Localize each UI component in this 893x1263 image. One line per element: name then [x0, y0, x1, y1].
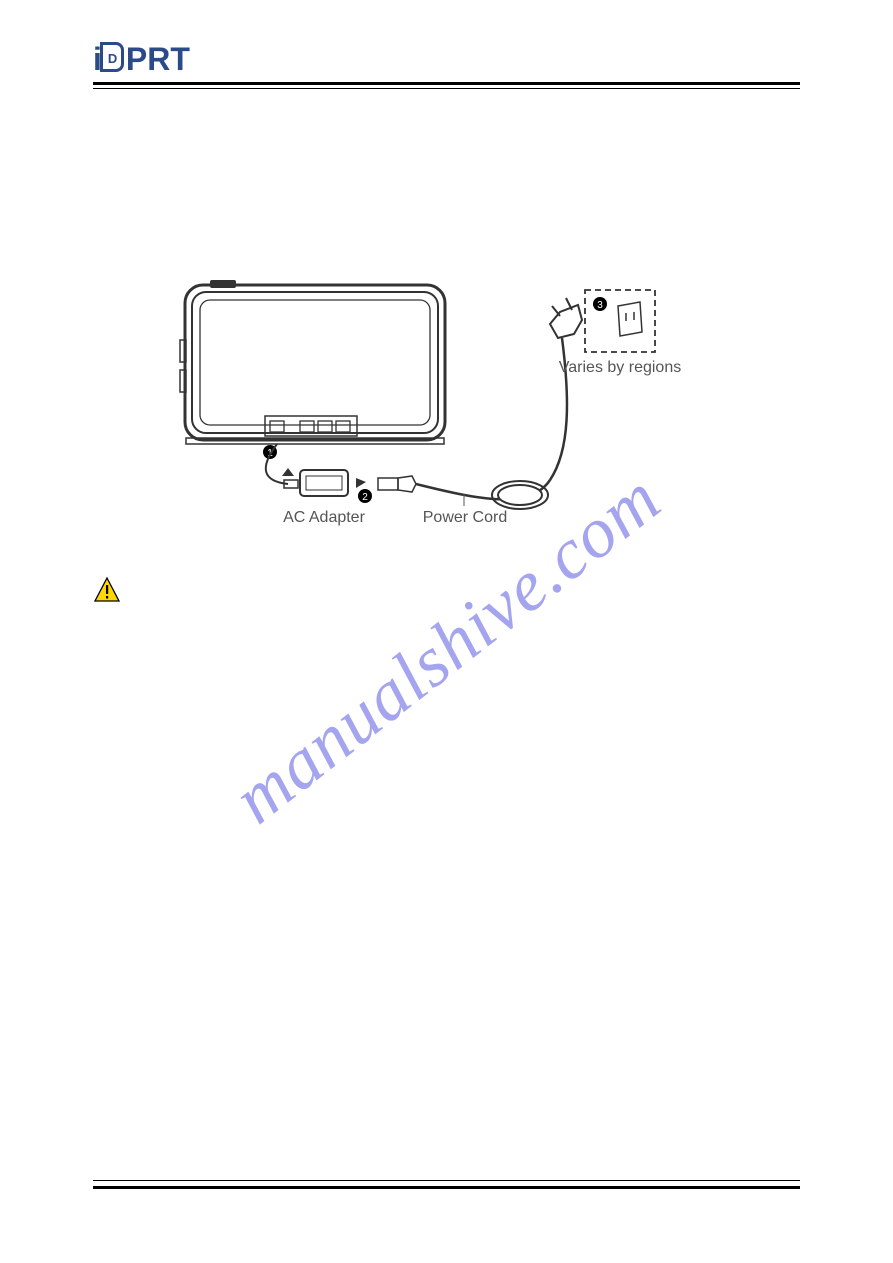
warning-icon — [93, 576, 121, 604]
varies-by-regions-label: Varies by regions — [559, 359, 681, 376]
footer-rule-thick — [93, 1186, 800, 1189]
header-rule-thin — [93, 88, 800, 89]
svg-text:2: 2 — [362, 492, 368, 503]
power-connection-diagram: 1 2 — [180, 280, 700, 560]
header-rule-thick — [93, 82, 800, 85]
svg-text:3: 3 — [597, 300, 603, 311]
ac-adapter-label: AC Adapter — [283, 509, 366, 526]
footer-rule-thin — [93, 1180, 800, 1181]
brand-logo: iDPRT — [93, 40, 190, 78]
power-cord-label: Power Cord — [423, 509, 507, 526]
page-root: iDPRT 1 — [0, 0, 893, 1263]
